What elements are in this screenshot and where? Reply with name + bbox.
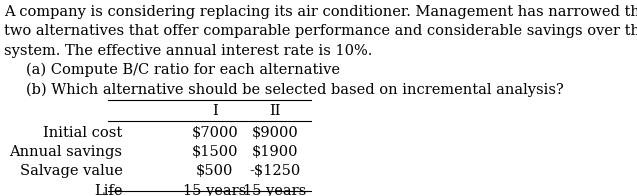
Text: 15 years: 15 years (183, 184, 247, 196)
Text: Life: Life (94, 184, 122, 196)
Text: (a) Compute B/C ratio for each alternative: (a) Compute B/C ratio for each alternati… (26, 63, 340, 77)
Text: Annual savings: Annual savings (10, 145, 122, 159)
Text: $500: $500 (196, 164, 233, 178)
Text: II: II (269, 104, 281, 118)
Text: $7000: $7000 (191, 126, 238, 140)
Text: (b) Which alternative should be selected based on incremental analysis?: (b) Which alternative should be selected… (26, 82, 564, 97)
Text: 15 years: 15 years (243, 184, 306, 196)
Text: Initial cost: Initial cost (43, 126, 122, 140)
Text: Salvage value: Salvage value (20, 164, 122, 178)
Text: $9000: $9000 (252, 126, 298, 140)
Text: two alternatives that offer comparable performance and considerable savings over: two alternatives that offer comparable p… (4, 24, 637, 38)
Text: $1900: $1900 (252, 145, 298, 159)
Text: -$1250: -$1250 (249, 164, 301, 178)
Text: $1500: $1500 (192, 145, 238, 159)
Text: A company is considering replacing its air conditioner. Management has narrowed : A company is considering replacing its a… (4, 5, 637, 19)
Text: I: I (212, 104, 218, 118)
Text: system. The effective annual interest rate is 10%.: system. The effective annual interest ra… (4, 44, 373, 58)
